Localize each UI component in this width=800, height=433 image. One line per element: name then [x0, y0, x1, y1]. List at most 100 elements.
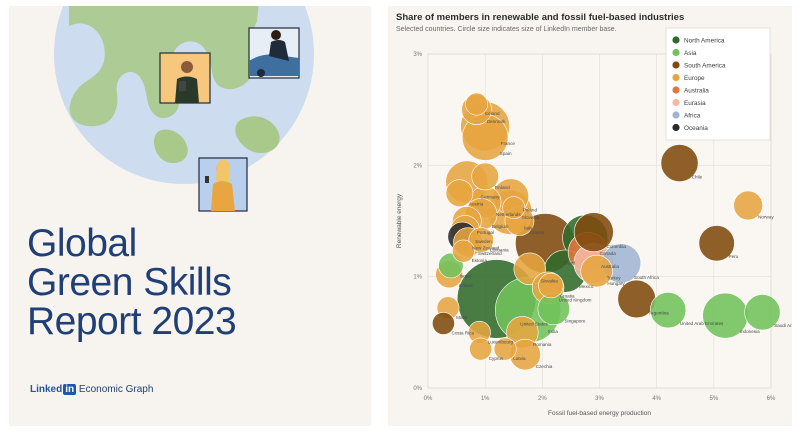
bubble-point — [744, 294, 781, 331]
legend-swatch — [672, 86, 680, 94]
point-label: Switzerland — [478, 251, 502, 256]
point-label: Brazil — [564, 261, 576, 266]
point-label: France — [501, 141, 516, 146]
x-tick-label: 4% — [652, 396, 661, 402]
point-label: Greece — [529, 230, 545, 235]
phone — [205, 176, 209, 183]
legend-label: Europe — [684, 75, 705, 82]
point-label: United Arab Emirates — [680, 321, 724, 326]
point-label: Croatia — [560, 293, 575, 298]
chart-title: Share of members in renewable and fossil… — [396, 12, 685, 23]
car-wheel — [257, 69, 265, 77]
point-label: Austria — [469, 202, 484, 207]
title-line: Global — [27, 222, 137, 265]
legend-swatch — [672, 48, 680, 57]
point-label: Czechia — [536, 364, 553, 369]
y-tick-label: 0% — [413, 386, 422, 392]
point-label: New Zealand — [472, 246, 500, 251]
point-label: Hungary — [607, 281, 625, 286]
island — [153, 129, 188, 164]
brand-linked: Linked — [30, 384, 63, 395]
point-label: Turkey — [607, 275, 622, 280]
legend-label: South America — [684, 62, 726, 69]
point-label: Canada — [600, 251, 617, 256]
point-label: Argentina — [649, 310, 669, 315]
title-line: Green Skills — [27, 261, 232, 304]
bubble-point — [432, 312, 455, 335]
car — [249, 54, 299, 76]
linkedin-economic-graph-logo: Linked in Economic Graph — [30, 384, 153, 395]
point-label: Italy — [524, 225, 533, 230]
legend-swatch — [672, 98, 680, 107]
x-tick-label: 5% — [709, 396, 718, 402]
point-label: Israel — [460, 273, 471, 278]
title-line: Report 2023 — [27, 300, 237, 343]
point-label: Luxembourg — [488, 339, 514, 344]
point-label: Germany — [481, 195, 501, 200]
person-head — [181, 61, 193, 73]
bubble-point — [468, 227, 494, 253]
point-label: Portugal — [477, 230, 494, 235]
bubble-point — [502, 196, 526, 220]
chart-panel: Share of members in renewable and fossil… — [388, 6, 792, 426]
point-label: Romania — [533, 342, 552, 347]
point-label: Denmark — [487, 119, 506, 124]
report-cover: Global Green Skills Report 2023 Linked in… — [9, 6, 371, 426]
person-head — [271, 30, 281, 40]
point-label: Malta — [456, 315, 468, 320]
point-label: Belgium — [492, 224, 509, 229]
point-label: Mexico — [579, 284, 594, 289]
point-label: South Africa — [634, 275, 659, 280]
bubble-point — [445, 179, 474, 207]
x-tick-label: 1% — [481, 396, 490, 402]
point-label: Latvia — [513, 356, 526, 361]
legend-swatch — [672, 73, 680, 82]
point-label: Australia — [601, 264, 619, 269]
point-label: Sweden — [475, 239, 492, 244]
legend-label: Australia — [684, 87, 709, 94]
bubble-point — [471, 162, 499, 191]
point-label: Saudi Arabia — [774, 323, 792, 328]
legend-swatch — [672, 61, 680, 69]
point-label: Colombia — [607, 244, 627, 249]
legend-label: Eurasia — [684, 100, 706, 107]
point-label: Singapore — [564, 319, 585, 324]
point-label: Ireland — [459, 283, 473, 288]
tablet — [179, 81, 186, 91]
bubble-point — [698, 225, 735, 262]
legend-label: Africa — [684, 112, 701, 119]
brand-suffix: Economic Graph — [78, 384, 154, 395]
x-tick-label: 3% — [595, 396, 604, 402]
x-tick-label: 0% — [424, 396, 433, 402]
point-label: Estonia — [472, 258, 488, 263]
point-label: Peru — [729, 254, 739, 259]
point-label: Finland — [495, 185, 511, 190]
person-body — [175, 76, 199, 103]
bubble-point — [452, 239, 475, 263]
point-label: Slovenia — [522, 215, 540, 220]
bubble-point — [465, 92, 488, 116]
y-tick-label: 3% — [413, 52, 422, 58]
cover-illustration — [54, 6, 314, 212]
bubble-point — [733, 190, 763, 221]
bubble-point — [650, 291, 687, 329]
point-label: Indonesia — [740, 329, 760, 334]
point-label: Netherlands — [496, 212, 521, 217]
point-label: Iceland — [485, 111, 500, 116]
bubble-point — [660, 144, 699, 183]
bubble-point — [538, 272, 564, 299]
point-label: Cyprus — [489, 356, 504, 361]
brand-in-box: in — [63, 384, 77, 395]
point-label: Slovakia — [540, 279, 558, 284]
person-body — [269, 40, 289, 61]
bubble-chart: 0% 1% 2% 3% 4% 5% 6% 0% 1% 2% 3% Fossil fuel-based … — [396, 27, 792, 417]
point-label: United States — [520, 322, 548, 327]
legend-swatch — [672, 111, 680, 119]
legend-swatch — [672, 36, 680, 44]
y-tick-label: 1% — [413, 275, 422, 281]
bubble-point — [469, 337, 492, 361]
legend-label: Oceania — [684, 125, 708, 132]
bubble-point — [580, 254, 613, 288]
point-label: Costa Rica — [452, 331, 475, 336]
y-tick-label: 2% — [413, 163, 422, 169]
